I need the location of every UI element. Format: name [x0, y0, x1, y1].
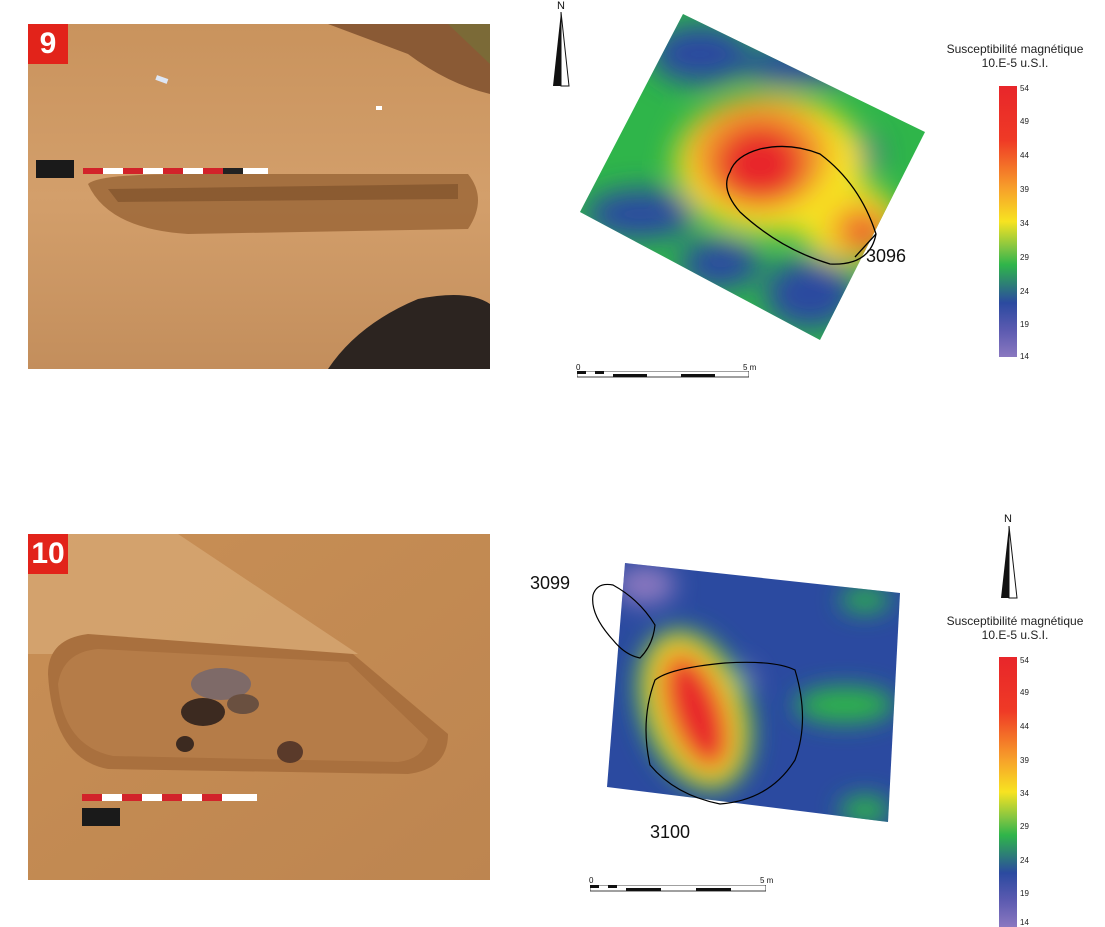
- legend-tick: 29: [1020, 253, 1029, 262]
- feature-label-3096: 3096: [866, 246, 907, 266]
- legend-tick: 24: [1020, 856, 1029, 865]
- legend-tick: 39: [1020, 756, 1029, 765]
- legend-tick: 19: [1020, 889, 1029, 898]
- feature-label-3099: 3099: [530, 573, 571, 593]
- scale-bar: [590, 885, 766, 892]
- legend-title: Susceptibilité magnétique 10.E-5 u.S.I.: [925, 614, 1105, 642]
- legend-tick: 49: [1020, 688, 1029, 697]
- legend-title-line1: Susceptibilité magnétique: [946, 42, 1084, 56]
- magnetic-susceptibility-map-10: [592, 563, 900, 822]
- legend-title-line1: Susceptibilité magnétique: [946, 614, 1084, 628]
- legend-tick: 29: [1020, 822, 1029, 831]
- figure-number-badge: 10: [28, 534, 68, 574]
- north-label: N: [557, 0, 565, 12]
- legend-tick: 19: [1020, 320, 1029, 329]
- excavation-photo-9: [28, 24, 490, 369]
- legend-tick: 39: [1020, 185, 1029, 194]
- scale-bar-start: 0: [576, 363, 581, 372]
- legend-tick: 34: [1020, 219, 1029, 228]
- legend-tick: 44: [1020, 722, 1029, 731]
- legend-tick: 44: [1020, 151, 1029, 160]
- scale-bar-end: 5 m: [743, 363, 757, 372]
- feature-label-3100: 3100: [650, 822, 691, 842]
- north-arrow-icon: [1001, 526, 1018, 599]
- color-scale-bar: [999, 86, 1017, 357]
- legend-tick: 54: [1020, 84, 1029, 93]
- legend-tick: 49: [1020, 117, 1029, 126]
- scale-bar: [577, 371, 749, 378]
- magnetic-susceptibility-map-9: [580, 14, 925, 340]
- legend-tick: 54: [1020, 656, 1029, 665]
- north-arrow-icon: [553, 12, 570, 87]
- excavation-photo-10: [28, 534, 490, 880]
- color-scale-bar: [999, 657, 1017, 927]
- legend-tick: 14: [1020, 352, 1029, 361]
- legend-title: Susceptibilité magnétique 10.E-5 u.S.I.: [925, 42, 1105, 70]
- legend-title-line2: 10.E-5 u.S.I.: [981, 628, 1049, 642]
- legend-tick: 14: [1020, 918, 1029, 927]
- north-label: N: [1004, 513, 1012, 525]
- scale-bar-start: 0: [589, 876, 594, 885]
- legend-title-line2: 10.E-5 u.S.I.: [981, 56, 1049, 70]
- legend-tick: 24: [1020, 287, 1029, 296]
- scale-bar-end: 5 m: [760, 876, 774, 885]
- legend-tick: 34: [1020, 789, 1029, 798]
- figure-number-badge: 9: [28, 24, 68, 64]
